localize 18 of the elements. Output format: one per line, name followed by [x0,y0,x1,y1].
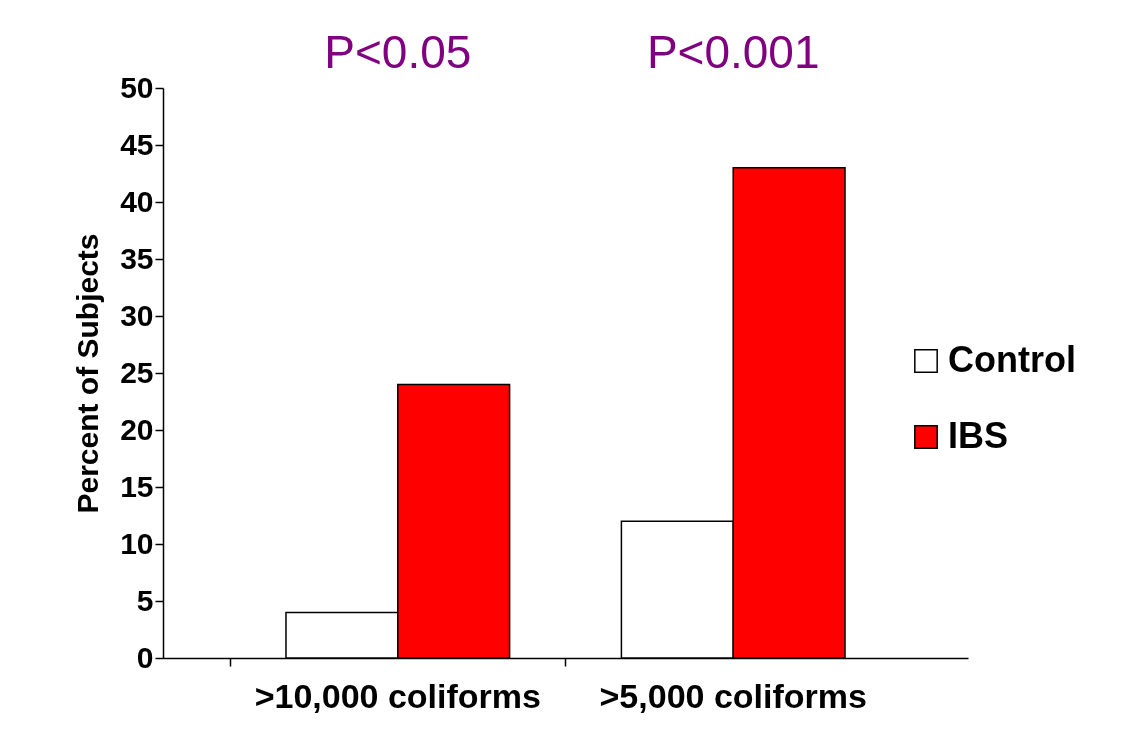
y-tick-label: 15 [120,469,154,503]
y-tick-label: 10 [120,526,154,560]
y-tick-label: 50 [120,70,154,104]
legend-label: Control [948,339,1076,380]
y-tick-label: 25 [120,355,154,389]
legend-label: IBS [948,415,1009,456]
y-tick-label: 35 [120,241,154,275]
text: P<0.05 [324,26,472,78]
text: P<0.001 [646,26,820,78]
x-tick-label: >5,000 coliforms [599,676,867,715]
y-tick-label: 45 [120,127,154,161]
y-tick-label: 0 [136,640,154,674]
y-tick-label: 5 [136,583,154,617]
y-tick-label: 30 [120,298,154,332]
y-tick-label: 20 [120,412,154,446]
x-tick-label: >10,000 coliforms [254,676,541,715]
y-tick-label: 40 [120,184,154,218]
y-axis-title: Percent of Subjects [71,233,105,514]
